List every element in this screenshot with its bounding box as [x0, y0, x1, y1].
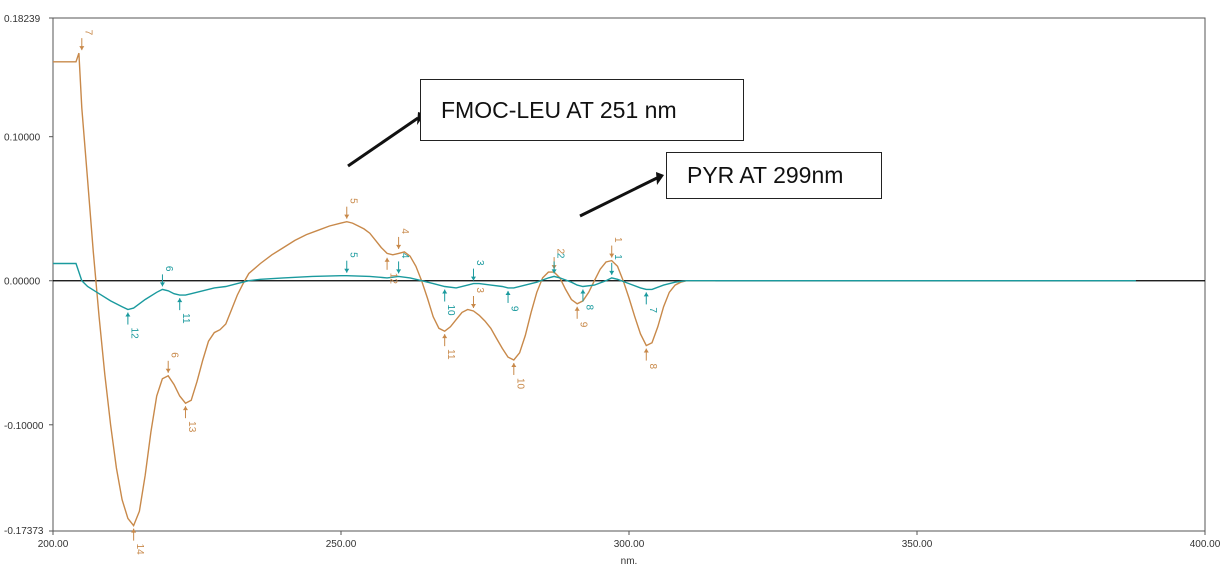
annotation-pyr-box: PYR AT 299nm: [666, 152, 882, 199]
peak-arrowhead: [396, 244, 402, 249]
x-tick-label: 300.00: [614, 539, 645, 550]
annotation-fmoc-box: FMOC-LEU AT 251 nm: [420, 79, 744, 141]
peak-arrowhead: [574, 306, 580, 311]
peak-number: 4: [399, 253, 410, 259]
peak-number: 2: [555, 249, 566, 255]
peak-number: 1: [612, 237, 623, 243]
x-axis-label: nm.: [621, 556, 638, 567]
peak-number: 8: [647, 364, 658, 370]
peak-label-pyr: 4: [396, 253, 410, 274]
peak-arrowhead: [131, 528, 137, 533]
peak-label-fmoc: 14: [131, 528, 145, 556]
arrow-pyr-head: [656, 172, 664, 185]
peak-number: 8: [583, 304, 594, 310]
peak-label-fmoc: 10: [511, 362, 525, 390]
x-tick-label: 200.00: [38, 539, 69, 550]
peak-label-fmoc: 3: [470, 287, 485, 308]
peak-arrowhead: [79, 46, 85, 51]
peak-number: 4: [399, 228, 410, 234]
peak-label-pyr: 9: [505, 290, 520, 312]
series-layer: [53, 52, 1136, 527]
peak-arrowhead: [580, 289, 586, 294]
peak-arrowhead: [159, 282, 165, 287]
peak-label-pyr: 7: [643, 292, 658, 313]
peak-number: 7: [82, 30, 93, 36]
peak-number: 6: [163, 266, 174, 272]
peak-arrowhead: [182, 406, 188, 411]
peak-label-fmoc: 6: [165, 352, 180, 373]
peak-number: 5: [347, 198, 358, 204]
peak-arrowhead: [125, 312, 131, 317]
peak-label-pyr: 6: [159, 266, 174, 287]
x-tick-label: 350.00: [902, 539, 933, 550]
arrow-fmoc: [347, 116, 419, 168]
x-axis-ticks: 200.00 250.00 300.00 350.00 400.00: [38, 531, 1221, 550]
peak-arrowhead: [609, 253, 615, 258]
peak-number: 13: [186, 421, 197, 433]
series-line-pyr: [53, 262, 1136, 311]
peak-label-fmoc: 11: [442, 334, 456, 360]
y-tick-label: -0.17373: [4, 526, 44, 537]
peak-arrowhead: [470, 303, 476, 308]
peak-arrowhead: [344, 214, 350, 219]
peak-number: 3: [474, 287, 485, 293]
peak-label-fmoc: 9: [574, 306, 589, 328]
peak-number: 6: [169, 352, 180, 358]
peak-arrowhead: [165, 368, 171, 373]
peak-arrowhead: [643, 292, 649, 297]
peak-label-pyr: 1: [609, 254, 623, 275]
y-tick-label: 0.10000: [4, 133, 41, 144]
peak-label-pyr: 10: [442, 289, 456, 316]
peak-number: 10: [445, 304, 456, 316]
peak-label-pyr: 2: [551, 253, 566, 274]
peak-label-pyr: 11: [177, 298, 191, 324]
peak-label-pyr: 5: [344, 252, 358, 273]
peak-arrowhead: [505, 290, 511, 295]
peak-arrowhead: [442, 334, 448, 339]
peak-number: 12: [388, 273, 399, 285]
peak-arrowhead: [396, 269, 402, 274]
y-tick-label: -0.10000: [4, 421, 44, 432]
peak-number: 1: [612, 254, 623, 260]
y-tick-label: 0.18239: [4, 14, 41, 25]
peak-number: 10: [514, 378, 525, 390]
peak-label-pyr: 12: [125, 312, 139, 340]
peak-arrowhead: [470, 276, 476, 281]
peak-label-fmoc: 8: [643, 348, 658, 370]
peak-number: 11: [445, 349, 456, 360]
peak-number: 14: [134, 544, 145, 556]
x-tick-label: 250.00: [326, 539, 357, 550]
peak-label-pyr: 8: [580, 289, 594, 310]
peak-arrowhead: [384, 257, 390, 262]
peak-label-fmoc: 4: [396, 228, 410, 249]
x-tick-label: 400.00: [1190, 539, 1221, 550]
y-tick-label: 0.00000: [4, 277, 41, 288]
y-axis-ticks: 0.18239 0.10000 0.00000 -0.10000 -0.17373: [4, 14, 53, 537]
peak-number: 9: [578, 322, 589, 328]
peak-number: 12: [128, 328, 139, 340]
peak-label-fmoc: 5: [344, 198, 358, 219]
peak-arrowhead: [551, 269, 557, 274]
series-line-fmoc: [53, 52, 716, 527]
arrow-pyr: [579, 176, 658, 218]
peak-arrowhead: [344, 268, 350, 273]
peak-number: 11: [180, 313, 191, 324]
peak-label-fmoc: 7: [79, 30, 93, 51]
peak-arrowhead: [177, 298, 183, 303]
peak-arrowhead: [442, 289, 448, 294]
peak-number: 3: [474, 260, 485, 266]
peak-label-fmoc: 1: [609, 237, 623, 258]
peak-number: 9: [509, 306, 520, 312]
peak-number: 7: [647, 307, 658, 313]
peak-number: 5: [347, 252, 358, 258]
peak-label-fmoc: 13: [182, 406, 197, 433]
peak-label-fmoc: 12: [384, 257, 399, 285]
peak-arrowhead: [643, 348, 649, 353]
peak-number: 2: [555, 253, 566, 259]
peak-arrowhead: [609, 270, 615, 275]
peak-label-pyr: 3: [470, 260, 485, 281]
peak-arrowhead: [511, 362, 517, 367]
